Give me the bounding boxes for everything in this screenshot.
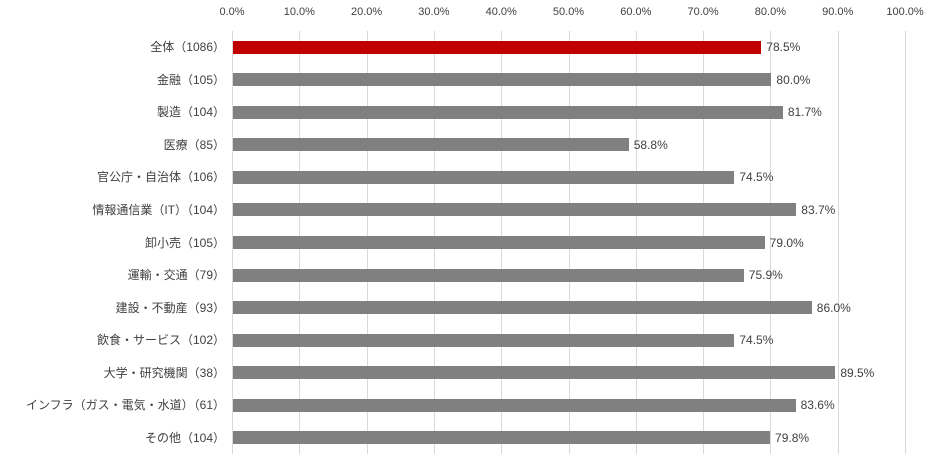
value-label: 89.5% [840, 365, 875, 380]
value-label: 78.5% [766, 40, 801, 55]
x-axis-tick-label: 60.0% [620, 6, 652, 18]
category-label: 全体（1086） [150, 40, 225, 55]
bar [233, 398, 796, 412]
value-label: 75.9% [748, 268, 783, 283]
x-axis-tick-label: 30.0% [418, 6, 450, 18]
bar-highlight [233, 40, 762, 54]
value-label: 86.0% [816, 300, 851, 315]
gridline [905, 31, 906, 454]
x-axis-tick-label: 80.0% [754, 6, 786, 18]
gridline [770, 31, 772, 454]
bar [233, 366, 836, 380]
bar [233, 301, 812, 315]
category-label: 医療（85） [163, 137, 225, 152]
x-axis-tick-label: 40.0% [485, 6, 517, 18]
bar [233, 268, 744, 282]
value-label: 83.7% [801, 202, 836, 217]
category-label: 飲食・サービス（102） [96, 333, 225, 348]
value-label: 79.8% [775, 430, 810, 445]
category-label: 官公庁・自治体（106） [96, 170, 225, 185]
value-label: 83.6% [800, 398, 835, 413]
x-axis-tick-label: 10.0% [283, 6, 315, 18]
gridline [837, 31, 839, 454]
bar [233, 236, 765, 249]
category-label: 運輸・交通（79） [127, 268, 225, 283]
value-label: 58.8% [633, 137, 668, 152]
x-axis-tick-label: 20.0% [350, 6, 383, 18]
bar [233, 138, 629, 152]
bar [233, 73, 772, 87]
x-axis-tick-label: 70.0% [687, 6, 719, 18]
category-label: 建設・不動産（93） [115, 300, 225, 315]
bar [233, 333, 735, 347]
category-label: 卸小売（105） [144, 235, 225, 250]
x-axis-tick-label: 100.0% [886, 6, 924, 18]
category-label: 情報通信業（IT）（104） [92, 202, 225, 217]
x-axis-tick-label: 0.0% [219, 6, 245, 18]
value-label: 74.5% [739, 170, 774, 185]
x-axis-tick-label: 90.0% [822, 6, 854, 18]
bar [233, 203, 797, 217]
category-label: 大学・研究機関（38） [103, 365, 225, 380]
value-label: 81.7% [787, 105, 822, 120]
category-label: 製造（104） [156, 105, 225, 120]
category-label: インフラ（ガス・電気・水道）（61） [26, 398, 225, 413]
category-label: その他（104） [144, 430, 225, 445]
bar [233, 105, 783, 119]
category-label: 金融（105） [156, 72, 225, 87]
value-label: 74.5% [739, 333, 774, 348]
gridline [232, 31, 233, 454]
bar [233, 431, 771, 445]
bar [233, 170, 735, 184]
x-axis-tick-label: 50.0% [552, 6, 585, 18]
value-label: 80.0% [776, 72, 811, 87]
value-label: 79.0% [769, 235, 804, 250]
